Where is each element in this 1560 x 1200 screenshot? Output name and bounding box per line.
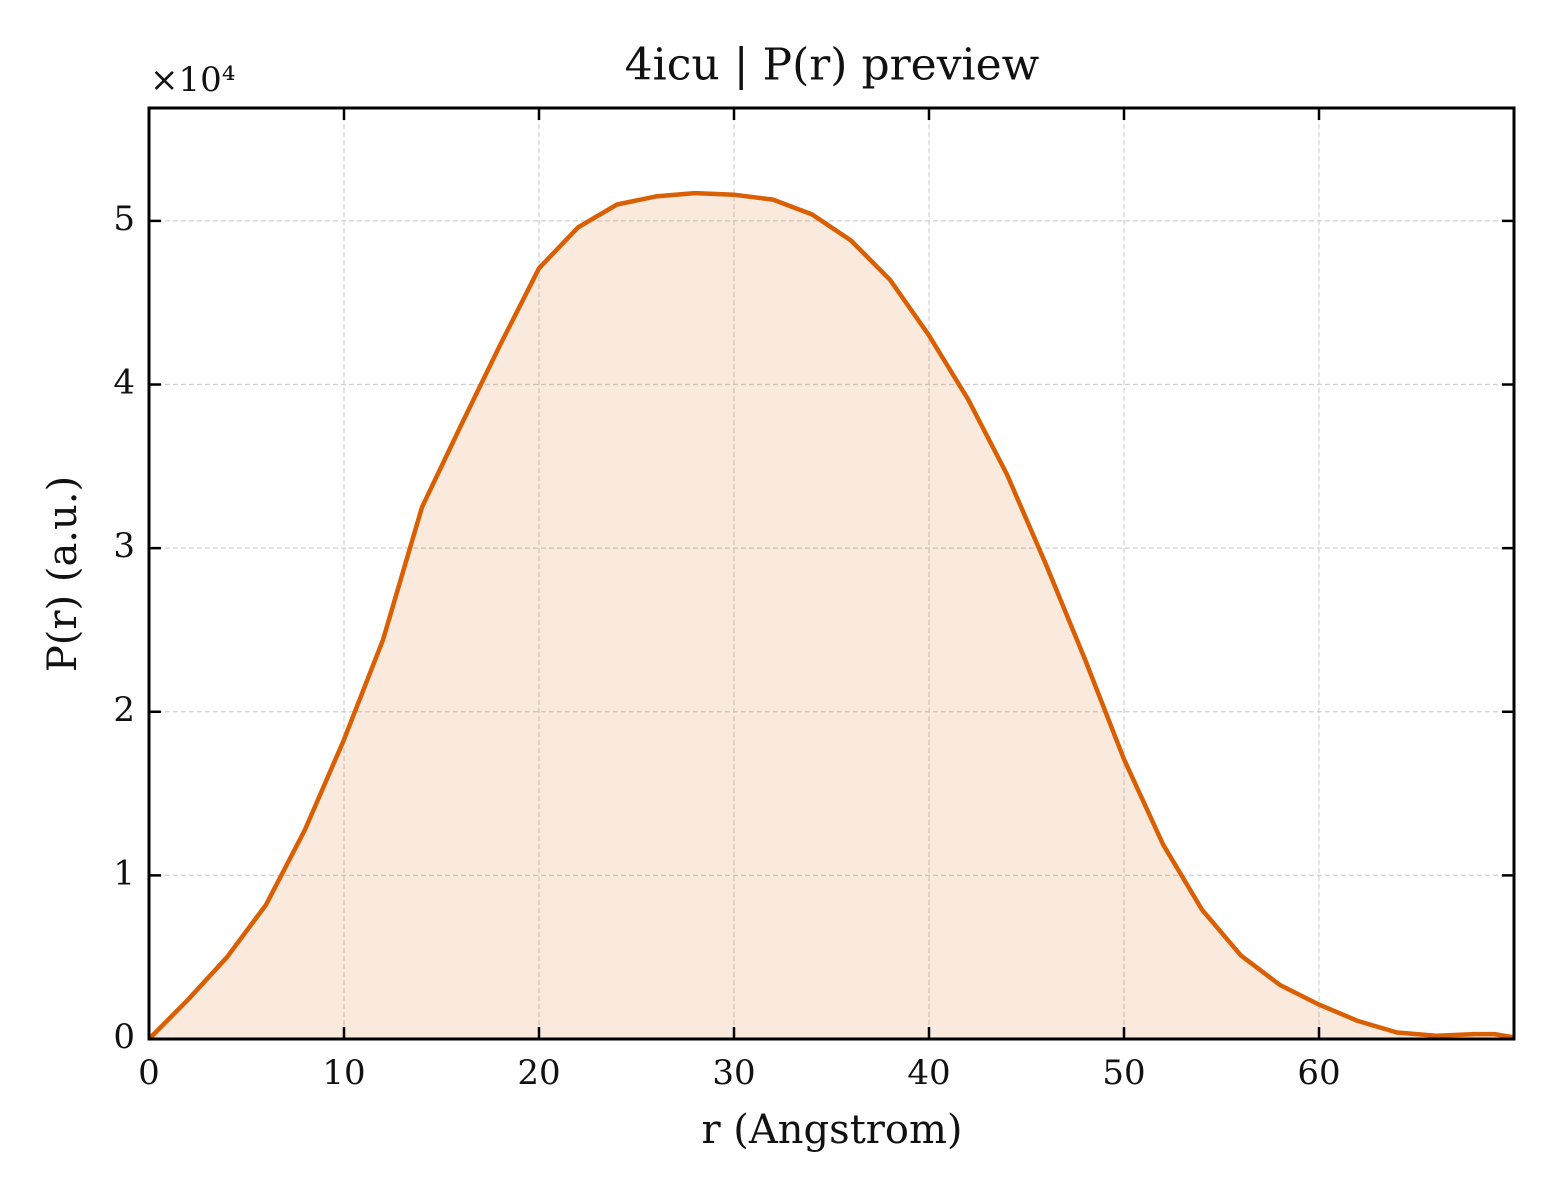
- y-tick-label: 0: [113, 1017, 135, 1057]
- x-tick-label: 40: [907, 1053, 950, 1093]
- y-tick-label: 3: [113, 526, 135, 566]
- y-tick-label: 4: [113, 363, 135, 403]
- area: [149, 193, 1514, 1040]
- y-offset-text: ×10⁴: [150, 60, 235, 100]
- x-tick-label: 0: [138, 1053, 160, 1093]
- x-tick-label: 60: [1297, 1053, 1340, 1093]
- line: [147, 190, 1515, 1041]
- x-axis-label: r (Angstrom): [701, 1107, 962, 1153]
- y-axis-label: P(r) (a.u.): [40, 476, 86, 672]
- chart-title: 4icu | P(r) preview: [625, 40, 1040, 91]
- x-tick-label: 20: [517, 1053, 560, 1093]
- y-tick-label: 1: [113, 853, 135, 893]
- y-tick-label: 5: [113, 199, 135, 239]
- plot-frame: [147, 106, 1516, 1041]
- x-tick-label: 50: [1102, 1053, 1145, 1093]
- y-tick-label: 2: [113, 690, 135, 730]
- x-tick-label: 10: [322, 1053, 365, 1093]
- x-tick-label: 30: [712, 1053, 755, 1093]
